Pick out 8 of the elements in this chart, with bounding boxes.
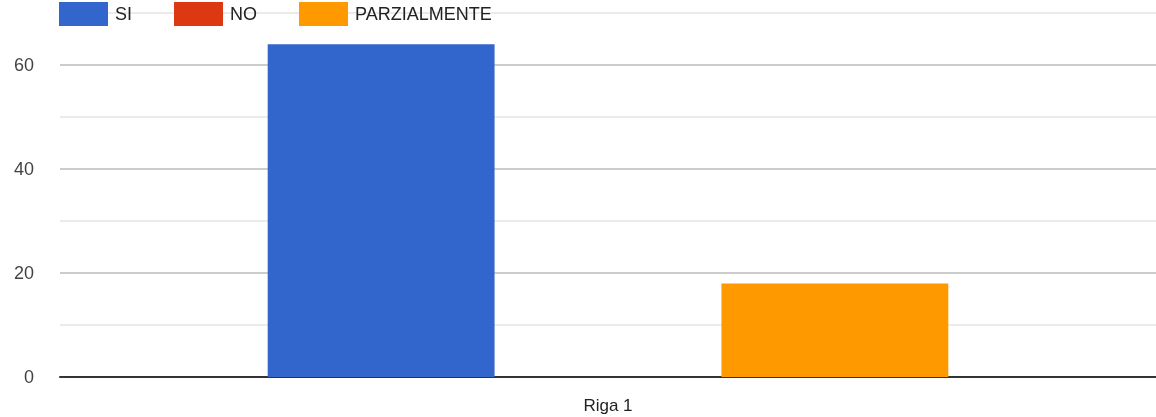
y-tick-label: 0	[23, 367, 34, 387]
legend-label: SI	[115, 4, 133, 24]
x-tick-label: Riga 1	[583, 396, 633, 415]
legend-label: NO	[230, 4, 258, 24]
y-tick-label: 40	[13, 159, 34, 179]
y-tick-label: 20	[13, 263, 34, 283]
y-tick-label: 60	[13, 55, 34, 75]
legend-label: PARZIALMENTE	[355, 4, 492, 24]
